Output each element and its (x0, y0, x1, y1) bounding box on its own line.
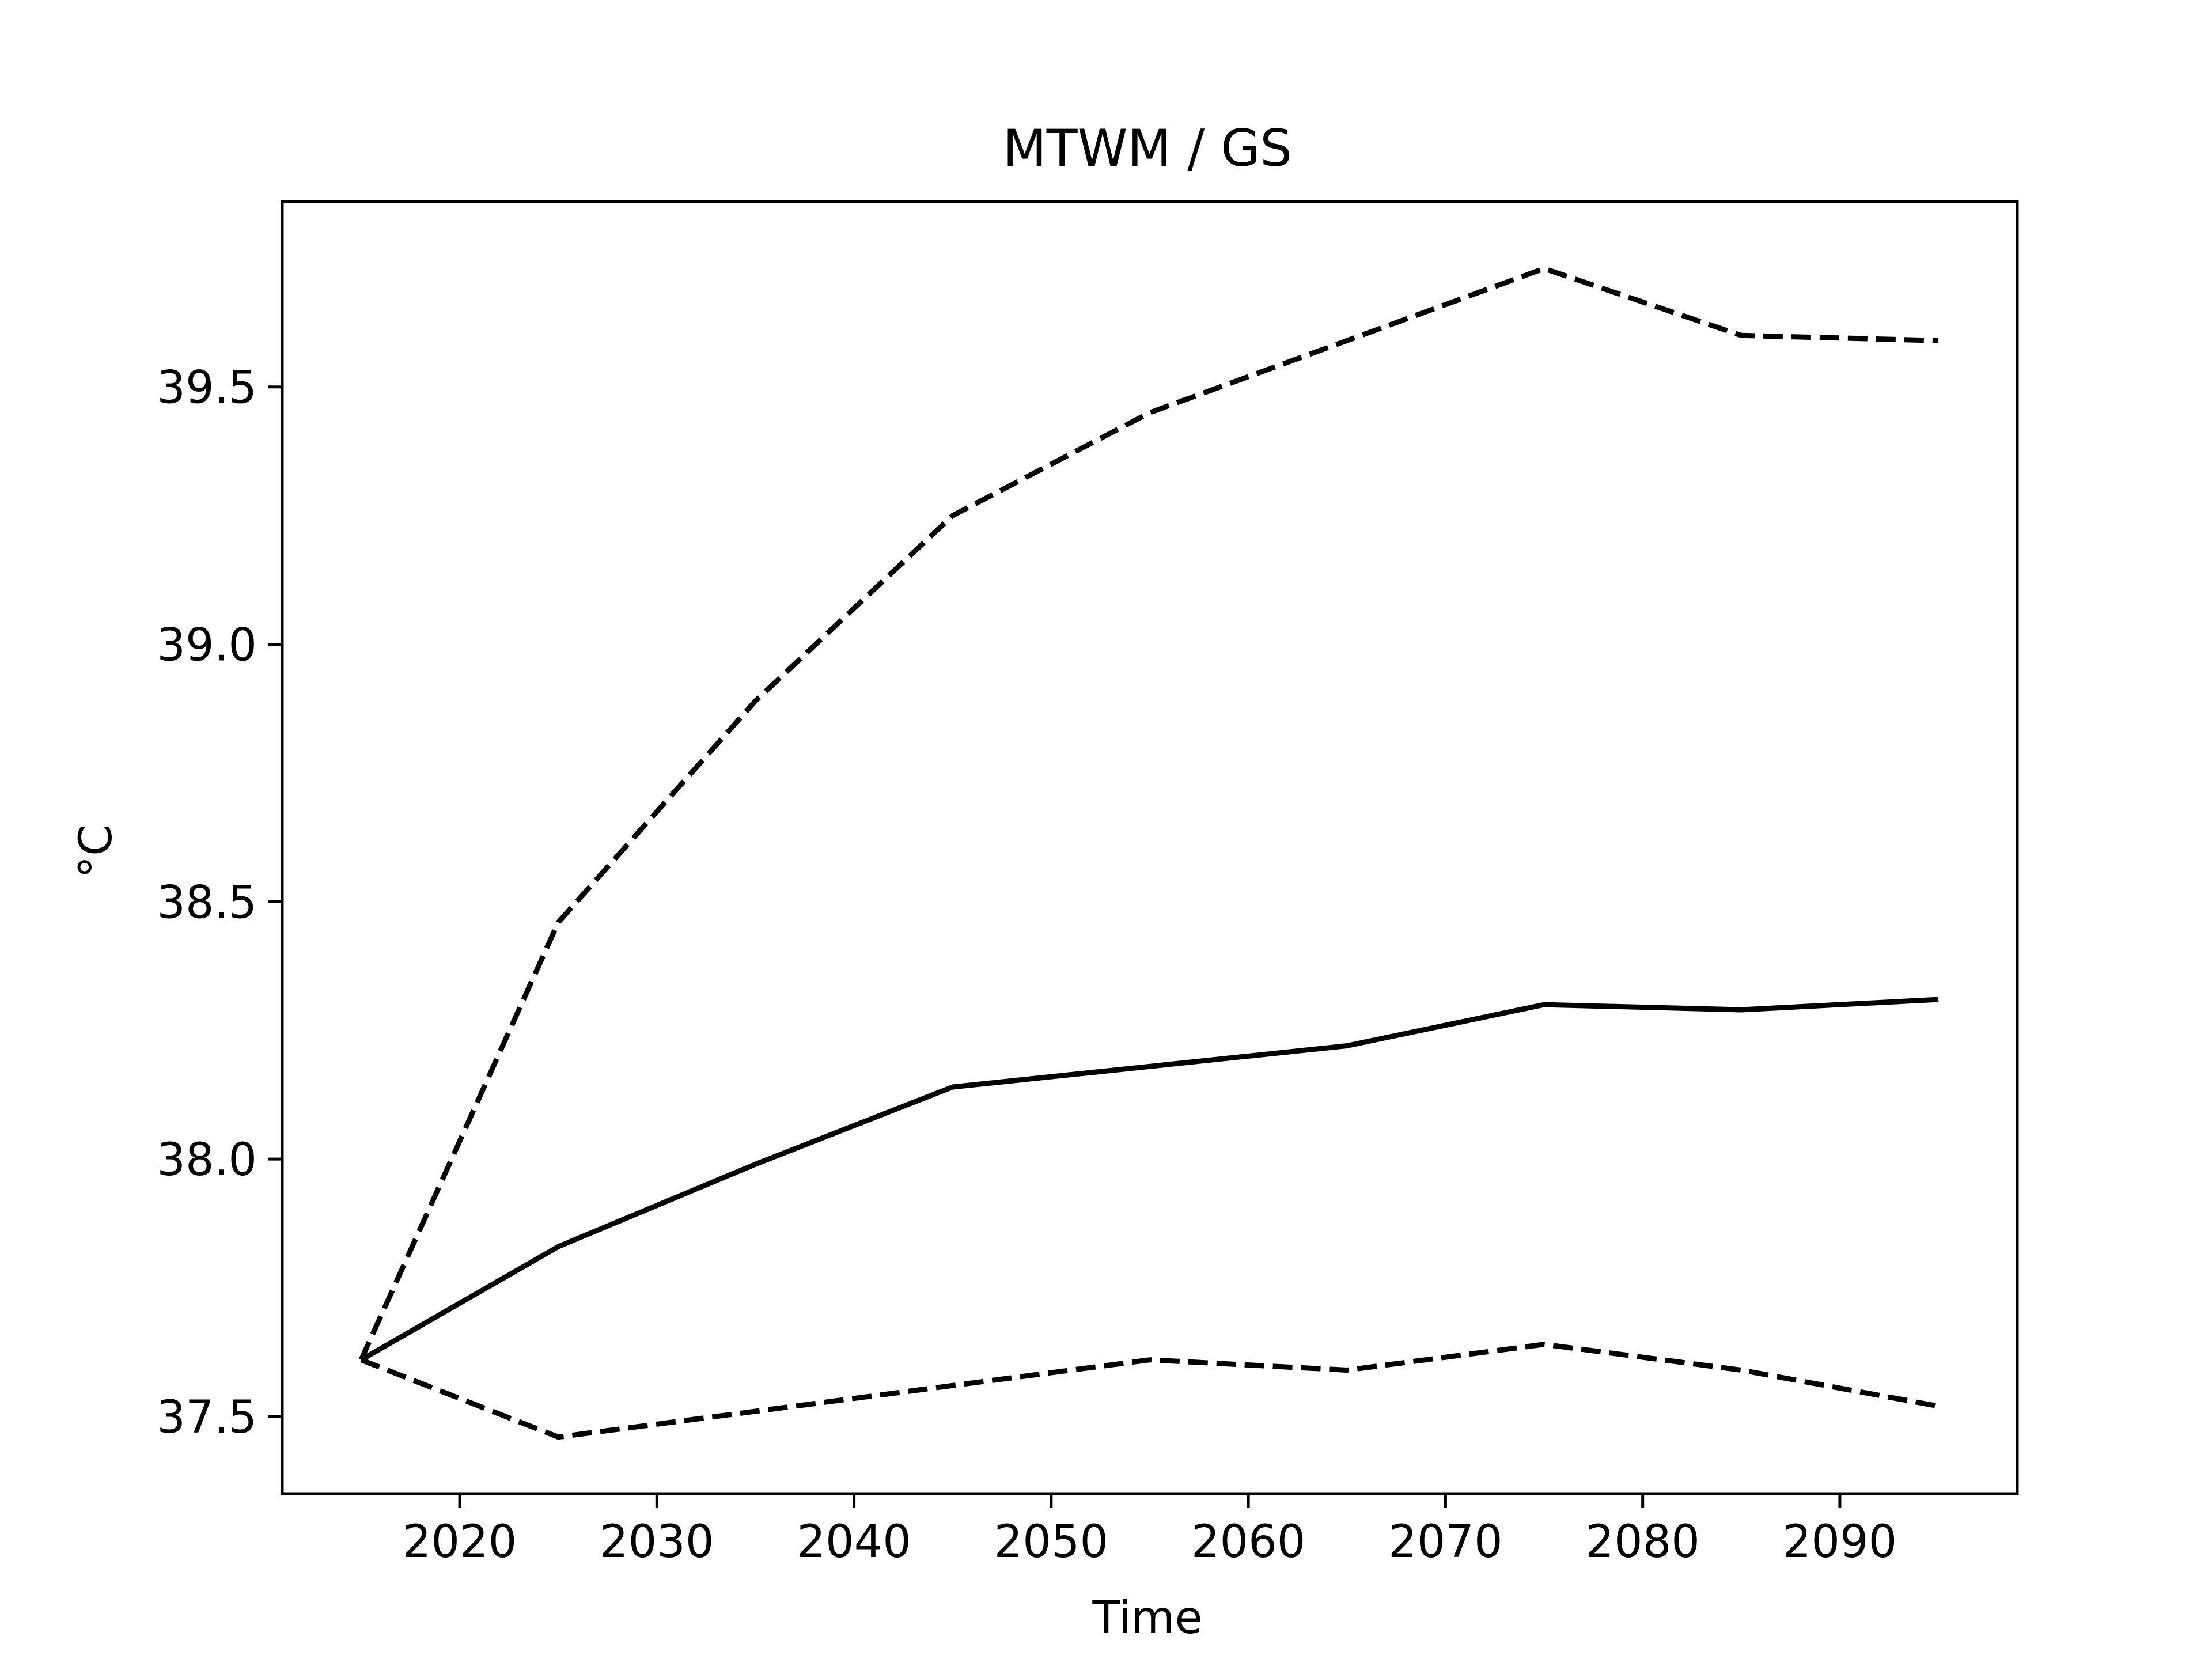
y-tick-label: 39.5 (157, 362, 257, 414)
x-tick-label: 2090 (1783, 1516, 1897, 1568)
x-tick-label: 2020 (403, 1516, 517, 1568)
y-tick-label: 39.0 (157, 620, 257, 672)
x-tick-label: 2030 (600, 1516, 714, 1568)
x-tick-label: 2050 (994, 1516, 1109, 1568)
y-tick-label: 38.0 (157, 1134, 257, 1186)
y-tick-label: 37.5 (157, 1392, 257, 1444)
x-tick-label: 2070 (1388, 1516, 1503, 1568)
y-tick-label: 38.5 (157, 877, 257, 929)
chart-title: MTWM / GS (1003, 119, 1292, 178)
series-line-1 (359, 997, 1939, 1362)
x-tick-label: 2040 (797, 1516, 911, 1568)
x-axis: 2020 2030 2040 2050 2060 2070 2080 2090 (403, 1494, 1897, 1568)
y-axis-label: °C (70, 824, 122, 878)
series-line-2 (360, 1342, 1939, 1440)
x-axis-label: Time (1092, 1592, 1203, 1644)
y-axis: 37.5 38.0 38.5 39.0 39.5 (157, 362, 282, 1444)
plot-frame (281, 200, 2019, 1495)
x-tick-label: 2080 (1585, 1516, 1700, 1568)
x-tick-label: 2060 (1191, 1516, 1306, 1568)
series-line-0 (358, 266, 1939, 1361)
series-layer (358, 266, 1939, 1440)
